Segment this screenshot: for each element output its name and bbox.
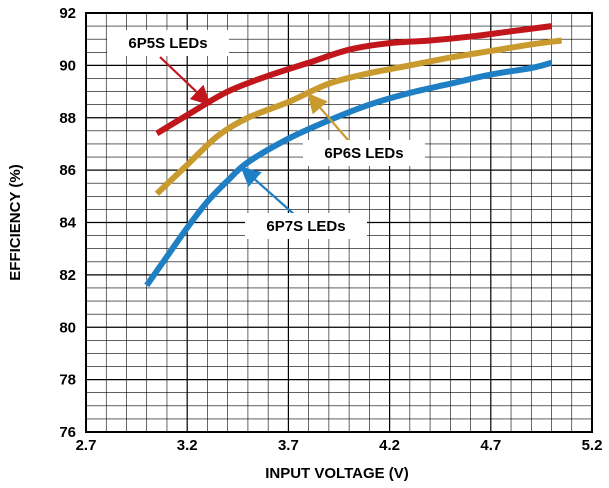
y-tick-label: 76 <box>59 424 76 441</box>
annotation-box <box>245 213 367 239</box>
y-tick-label: 88 <box>59 110 76 127</box>
x-axis-title: INPUT VOLTAGE (V) <box>265 465 409 482</box>
y-tick-label: 90 <box>59 57 76 74</box>
y-tick-label: 84 <box>59 215 76 232</box>
annotation-box <box>107 30 229 56</box>
x-tick-label: 5.2 <box>582 437 603 454</box>
y-tick-label: 86 <box>59 162 76 179</box>
x-tick-label: 3.2 <box>177 437 198 454</box>
y-tick-label: 78 <box>59 372 76 389</box>
y-tick-label: 82 <box>59 267 76 284</box>
series-line-3 <box>144 59 553 288</box>
y-axis-title: EFFICIENCY (%) <box>7 164 24 280</box>
annotation-label: 6P7S LEDs <box>266 218 345 235</box>
annotation-arrow <box>159 56 211 106</box>
annotation-arrow <box>307 92 355 148</box>
series-line-2 <box>154 37 563 196</box>
series-line-1 <box>155 23 552 137</box>
annotation-box <box>303 140 425 166</box>
y-tick-label: 80 <box>59 319 76 336</box>
annotation-label: 6P6S LEDs <box>324 145 403 162</box>
x-tick-label: 4.7 <box>480 437 501 454</box>
annotation-label: 6P5S LEDs <box>128 35 207 52</box>
y-tick-label: 92 <box>59 5 76 22</box>
series-lines <box>144 23 563 288</box>
x-tick-label: 2.7 <box>76 437 97 454</box>
x-tick-label: 3.7 <box>278 437 299 454</box>
tick-labels: 2.7 3.2 3.7 4.2 4.7 5.2 76 78 80 82 84 86 88 90 92 <box>59 5 602 454</box>
annotations: 6P5S LEDs 6P6S LEDs 6P7S LEDs <box>107 30 425 239</box>
annotation-arrow <box>240 166 297 217</box>
plot-frame <box>85 12 593 433</box>
x-tick-label: 4.2 <box>379 437 400 454</box>
